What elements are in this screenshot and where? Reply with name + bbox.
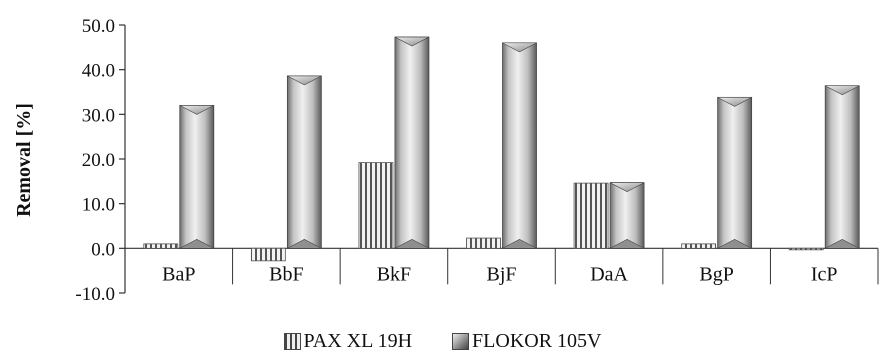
category-label: BaP xyxy=(162,263,195,285)
bar-flokor-105v xyxy=(824,85,860,249)
bar-pax-xl-19h xyxy=(788,247,824,251)
bar-flokor-105v xyxy=(609,182,645,249)
legend-item-flokor: FLOKOR 105V xyxy=(452,330,602,353)
legend-swatch-flokor xyxy=(452,333,470,350)
bar-pax-xl-19h xyxy=(143,243,179,249)
bar-flokor-105v xyxy=(502,42,537,249)
y-tick-label: 10.0 xyxy=(82,195,115,216)
y-tick-label: 50.0 xyxy=(82,16,115,37)
bar-pax-xl-19h xyxy=(358,162,394,249)
bar-pax-xl-19h xyxy=(250,247,286,262)
legend-swatch-pax xyxy=(283,333,301,350)
bar-pax-xl-19h xyxy=(573,182,609,249)
bar-flokor-105v xyxy=(717,96,753,249)
removal-bar-chart: Removal [%] -10.0 0.0 10.0 20.0 30.0 40.0 50.0… xyxy=(13,16,879,305)
category-label: IcP xyxy=(811,263,838,285)
y-tick-label: -10.0 xyxy=(75,284,115,305)
bar-flokor-105v xyxy=(394,36,430,249)
y-tick-label: 30.0 xyxy=(82,105,115,126)
category-label: BjF xyxy=(486,263,516,285)
bar-flokor-105v xyxy=(286,75,322,249)
y-tick-label: 20.0 xyxy=(82,150,115,171)
legend-label-flokor: FLOKOR 105V xyxy=(472,330,602,352)
legend-label-pax: PAX XL 19H xyxy=(303,330,413,352)
bar-pax-xl-19h xyxy=(681,243,717,249)
category-label: BgP xyxy=(699,263,733,285)
legend: PAX XL 19H FLOKOR 105V xyxy=(0,330,885,353)
y-axis-label: Removal [%] xyxy=(13,103,35,217)
category-label: BkF xyxy=(377,263,411,285)
category-label: BbF xyxy=(269,263,303,285)
bar-flokor-105v xyxy=(179,105,215,249)
legend-item-pax: PAX XL 19H xyxy=(283,330,413,353)
bar-pax-xl-19h xyxy=(466,237,501,249)
category-label: DaA xyxy=(590,263,628,285)
y-tick-label: 0.0 xyxy=(91,239,115,260)
y-tick-label: 40.0 xyxy=(82,61,115,82)
